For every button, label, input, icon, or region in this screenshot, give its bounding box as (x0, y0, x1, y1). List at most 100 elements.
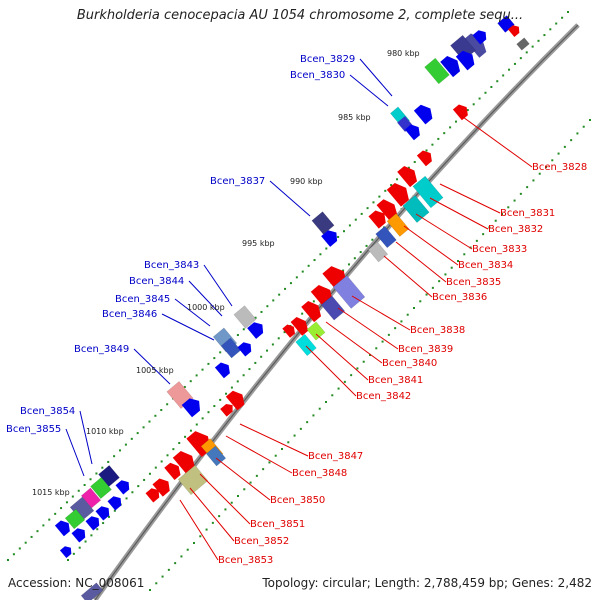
label-leader-line (161, 313, 215, 341)
gene-label: Bcen_3846 (102, 309, 157, 320)
label-leader-line (403, 225, 459, 266)
gene-arrow (152, 478, 170, 497)
gene-label: Bcen_3828 (532, 162, 587, 173)
gene-block (90, 477, 112, 499)
kbp-tick-label: 980 kbp (387, 49, 420, 58)
gene-block (80, 582, 104, 600)
kbp-tick-label: 1015 kbp (32, 488, 70, 497)
gene-block (64, 508, 86, 530)
gene-arrow (376, 199, 398, 222)
kbp-tick-label: 985 kbp (338, 113, 371, 122)
label-leader-line (65, 428, 85, 477)
gene-arrow (368, 210, 386, 229)
accession-line: Accession: NC_008061 (8, 576, 144, 590)
kbp-tick-label: 995 kbp (242, 239, 275, 248)
gene-label: Bcen_3842 (356, 391, 411, 402)
gene-label: Bcen_3851 (250, 519, 305, 530)
feature-layer (54, 15, 530, 600)
gene-arrow (225, 390, 245, 411)
gene-arrow (397, 165, 418, 188)
gene-label: Bcen_3840 (382, 358, 437, 369)
gene-block (306, 321, 326, 341)
label-leader-line (415, 213, 473, 250)
gene-label: Bcen_3849 (74, 344, 129, 355)
gene-arrow (413, 104, 433, 125)
label-leader-line (349, 74, 389, 107)
label-leader-line (203, 264, 233, 307)
gene-arrow (321, 230, 338, 247)
label-leader-line (188, 280, 223, 317)
map-title: Burkholderia cenocepacia AU 1054 chromos… (76, 8, 524, 23)
label-leader-line (351, 295, 411, 331)
label-leader-line (315, 333, 369, 381)
label-leader-line (337, 307, 399, 350)
gene-arrow (455, 50, 475, 71)
gene-block (311, 211, 335, 235)
backbone-layer (92, 23, 580, 600)
label-leader-line (325, 321, 383, 364)
gene-label: Bcen_3839 (398, 344, 453, 355)
label-leader-line (79, 410, 93, 465)
label-leader-line (383, 255, 433, 298)
gene-label: Bcen_3831 (500, 208, 555, 219)
gene-block (386, 213, 410, 237)
kbp-tick-label: 1005 kbp (136, 366, 174, 375)
gene-label: Bcen_3834 (458, 260, 513, 271)
accession-label: Accession: (8, 576, 72, 590)
kbp-tick-label: 1010 kbp (86, 427, 124, 436)
gene-arrow (54, 520, 70, 537)
gene-label: Bcen_3845 (115, 294, 170, 305)
gene-label: Bcen_3829 (300, 54, 355, 65)
label-leader-line (305, 345, 357, 397)
label-leader-line (189, 487, 235, 542)
gene-arrow (59, 546, 72, 559)
gene-label: Bcen_3837 (210, 176, 265, 187)
gene-block (412, 175, 444, 209)
label-leader-line (269, 180, 311, 217)
gene-arrow (95, 506, 110, 521)
gene-block (516, 37, 530, 51)
gene-block (332, 275, 366, 309)
gene-arrow (164, 462, 181, 480)
label-leader-line (395, 241, 447, 283)
gene-arrow (472, 30, 487, 45)
gene-label: Bcen_3852 (234, 536, 289, 547)
label-leader-line (455, 111, 533, 168)
gene-label: Bcen_3836 (432, 292, 487, 303)
label-line-layer (65, 58, 533, 561)
label-leader-line (133, 348, 171, 385)
gene-label: Bcen_3830 (290, 70, 345, 81)
gene-label: Bcen_3835 (446, 277, 501, 288)
gene-block (177, 464, 209, 496)
gene-label: Bcen_3843 (144, 260, 199, 271)
label-leader-line (179, 499, 219, 561)
gene-arrow (115, 480, 130, 495)
gene-arrow (71, 528, 86, 543)
gene-label: Bcen_3841 (368, 375, 423, 386)
gene-label: Bcen_3853 (218, 555, 273, 566)
gene-arrow (282, 324, 296, 338)
kbp-tick-label: 1000 kbp (187, 303, 225, 312)
accession-value: NC_008061 (75, 576, 145, 590)
gene-arrow (181, 398, 200, 418)
gene-arrow (386, 183, 409, 207)
gene-label: Bcen_3847 (308, 451, 363, 462)
label-leader-line (215, 457, 271, 501)
gene-arrow (247, 322, 264, 339)
backbone-core (94, 24, 579, 600)
gene-arrow (507, 25, 520, 38)
gene-label: Bcen_3848 (292, 468, 347, 479)
gene-arrow (237, 342, 252, 357)
gene-label: Bcen_3855 (6, 424, 61, 435)
label-leader-line (429, 197, 489, 230)
gene-block (367, 241, 389, 263)
gene-label: Bcen_3854 (20, 406, 75, 417)
gene-block (375, 225, 397, 249)
gene-label: Bcen_3844 (129, 276, 184, 287)
gene-arrow (301, 300, 322, 323)
gene-block (402, 195, 430, 223)
gene-arrow (172, 451, 195, 475)
gene-arrow (85, 516, 100, 531)
gene-arrow (107, 496, 122, 511)
